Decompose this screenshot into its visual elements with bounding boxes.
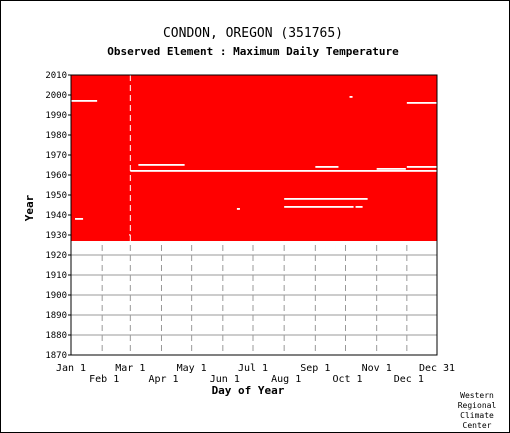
chart-subtitle: Observed Element : Maximum Daily Tempera… (107, 45, 399, 58)
credit-line-4: Center (463, 421, 492, 430)
y-tick-label: 1990 (45, 111, 67, 121)
chart-title: CONDON, OREGON (351765) (163, 26, 343, 41)
x-tick-label: Dec 31 (419, 363, 455, 374)
missing-segment (406, 102, 437, 104)
missing-segment (75, 218, 84, 220)
missing-segment (355, 206, 363, 208)
y-tick-label: 1880 (45, 331, 67, 341)
x-tick-label: Sep 1 (300, 363, 330, 374)
x-tick-label: Dec 1 (394, 374, 424, 385)
x-tick-label: Feb 1 (89, 374, 119, 385)
y-tick-label: 1900 (45, 291, 67, 301)
y-tick-label: 1870 (45, 351, 67, 361)
y-tick-label: 1890 (45, 311, 67, 321)
y-tick-label: 1970 (45, 151, 67, 161)
y-tick-label: 1960 (45, 171, 67, 181)
y-tick-label: 1920 (45, 251, 67, 261)
x-tick-label: May 1 (177, 363, 207, 374)
credit-line-1: Western (460, 391, 494, 400)
missing-segment (130, 170, 438, 172)
credit-line-3: Climate (460, 411, 494, 420)
data-present-block (71, 75, 437, 241)
missing-segment (284, 206, 354, 208)
x-tick-label: Oct 1 (332, 374, 362, 385)
missing-segment (129, 234, 131, 236)
missing-segment (71, 100, 98, 102)
x-tick-label: Jul 1 (238, 363, 268, 374)
missing-segment (406, 166, 437, 168)
y-tick-label: 2000 (45, 91, 67, 101)
y-tick-label: 1910 (45, 271, 67, 281)
missing-segment (315, 166, 339, 168)
credit-line-2: Regional (458, 401, 497, 410)
missing-segment (236, 208, 240, 210)
missing-segment (284, 198, 368, 200)
x-tick-label: Jun 1 (210, 374, 240, 385)
y-tick-label: 1930 (45, 231, 67, 241)
x-tick-label: Jan 1 (56, 363, 86, 374)
missing-segment (376, 168, 406, 170)
x-tick-label: Aug 1 (271, 374, 301, 385)
y-tick-label: 1940 (45, 211, 67, 221)
y-tick-label: 1950 (45, 191, 67, 201)
missing-segment (138, 164, 185, 166)
y-axis-label: Year (23, 194, 36, 221)
y-tick-label: 1980 (45, 131, 67, 141)
x-tick-label: Mar 1 (115, 363, 145, 374)
missing-segment (349, 96, 353, 98)
x-tick-label: Apr 1 (148, 374, 178, 385)
y-tick-label: 2010 (45, 71, 67, 81)
credit-block: Western Regional Climate Center (458, 391, 497, 430)
x-axis-label: Day of Year (212, 384, 285, 397)
x-tick-label: Nov 1 (362, 363, 392, 374)
plot-area: 1870 1880 1890 1900 1910 1920 1930 1940 1950 1960… (45, 71, 455, 385)
